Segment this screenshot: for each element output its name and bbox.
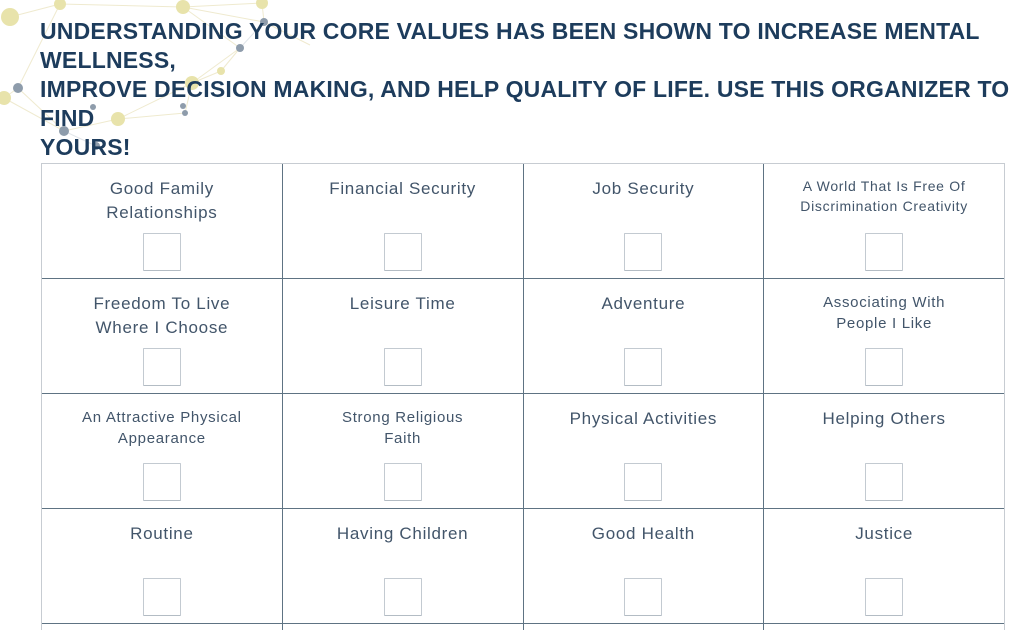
- value-checkbox[interactable]: [624, 233, 663, 271]
- value-cell-helping-others: Helping Others: [764, 394, 1004, 508]
- value-label: Having Children: [336, 524, 469, 543]
- value-cell-empty: [764, 624, 1004, 630]
- value-cell-good-health: Good Health: [524, 509, 765, 623]
- value-checkbox[interactable]: [624, 463, 663, 501]
- grid-row: Good Family Relationships Financial Secu…: [42, 164, 1004, 279]
- value-cell-routine: Routine: [42, 509, 283, 623]
- value-cell-justice: Justice: [764, 509, 1004, 623]
- value-label: Justice: [855, 524, 914, 543]
- grid-row: Routine Having Children Good Health Just…: [42, 509, 1004, 624]
- grid-row: An Attractive Physical Appearance Strong…: [42, 394, 1004, 509]
- value-checkbox[interactable]: [865, 463, 904, 501]
- values-table: Good Family Relationships Financial Secu…: [41, 163, 1005, 630]
- page-title-line-2: IMPROVE DECISION MAKING, AND HELP QUALIT…: [40, 76, 1010, 131]
- value-label: Strong Religious Faith: [341, 409, 464, 447]
- page-title-line-3: YOURS!: [40, 134, 131, 160]
- value-label: Job Security: [592, 179, 695, 198]
- network-decoration-graphic: [0, 0, 311, 150]
- value-cell-empty: [42, 624, 283, 630]
- grid-row-partial: [42, 624, 1004, 630]
- value-checkbox[interactable]: [624, 348, 663, 386]
- value-cell-financial-security: Financial Security: [283, 164, 524, 278]
- value-label: A World That Is Free Of Discrimination C…: [800, 178, 968, 214]
- value-label: Financial Security: [329, 179, 476, 198]
- value-checkbox[interactable]: [142, 578, 181, 616]
- value-label: An Attractive Physical Appearance: [82, 409, 242, 447]
- value-cell-job-security: Job Security: [524, 164, 765, 278]
- value-cell-adventure: Adventure: [524, 279, 765, 393]
- value-cell-strong-religious-faith: Strong Religious Faith: [283, 394, 524, 508]
- value-label: Helping Others: [822, 409, 946, 428]
- value-checkbox[interactable]: [383, 463, 422, 501]
- value-checkbox[interactable]: [142, 233, 181, 271]
- value-cell-good-family-relationships: Good Family Relationships: [42, 164, 283, 278]
- value-checkbox[interactable]: [865, 348, 904, 386]
- value-cell-leisure-time: Leisure Time: [283, 279, 524, 393]
- value-label: Freedom To Live Where I Choose: [93, 294, 231, 337]
- value-checkbox[interactable]: [383, 233, 422, 271]
- value-label: Good Family Relationships: [106, 179, 218, 222]
- value-cell-physical-activities: Physical Activities: [524, 394, 765, 508]
- value-checkbox[interactable]: [865, 578, 904, 616]
- value-label: Adventure: [601, 294, 686, 313]
- value-checkbox[interactable]: [142, 348, 181, 386]
- page-title-line-1: UNDERSTANDING YOUR CORE VALUES HAS BEEN …: [40, 18, 980, 73]
- value-cell-having-children: Having Children: [283, 509, 524, 623]
- value-cell-freedom-to-live-where-i-choose: Freedom To Live Where I Choose: [42, 279, 283, 393]
- value-label: Routine: [130, 524, 194, 543]
- value-cell-empty: [283, 624, 524, 630]
- value-checkbox[interactable]: [142, 463, 181, 501]
- grid-row: Freedom To Live Where I Choose Leisure T…: [42, 279, 1004, 394]
- value-label: Leisure Time: [349, 294, 456, 313]
- value-checkbox[interactable]: [624, 578, 663, 616]
- value-checkbox[interactable]: [865, 233, 904, 271]
- page-title: UNDERSTANDING YOUR CORE VALUES HAS BEEN …: [40, 17, 1025, 162]
- value-label: Associating With People I Like: [823, 294, 946, 332]
- value-checkbox[interactable]: [383, 578, 422, 616]
- value-checkbox[interactable]: [383, 348, 422, 386]
- value-label: Physical Activities: [569, 409, 718, 428]
- value-cell-associating-with-people-i-like: Associating With People I Like: [764, 279, 1004, 393]
- value-cell-attractive-physical-appearance: An Attractive Physical Appearance: [42, 394, 283, 508]
- value-cell-world-free-of-discrimination-creativity: A World That Is Free Of Discrimination C…: [764, 164, 1004, 278]
- value-label: Good Health: [591, 524, 695, 543]
- value-cell-empty: [524, 624, 765, 630]
